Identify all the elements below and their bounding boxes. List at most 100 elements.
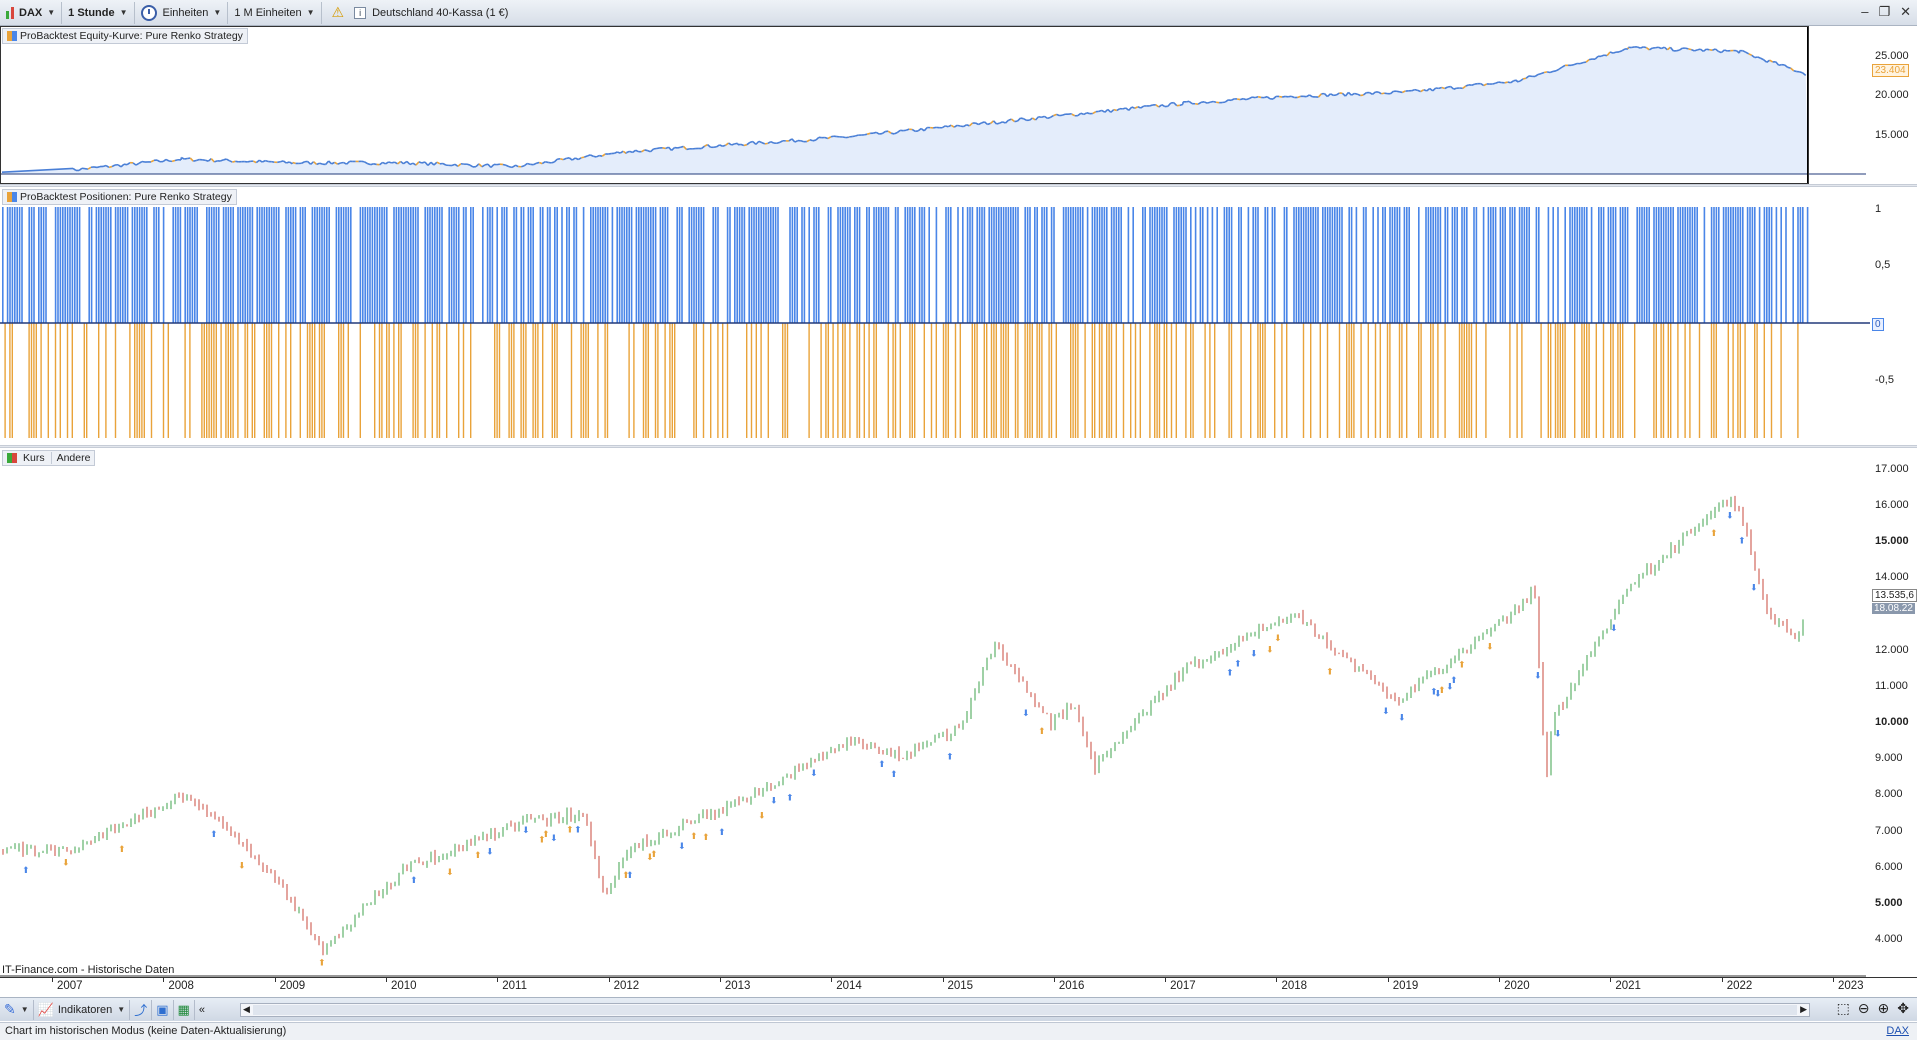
long-position-bar (1228, 207, 1230, 323)
close-icon[interactable]: ✕ (1900, 4, 1911, 19)
long-position-bar (491, 207, 494, 323)
equity-segment (105, 164, 110, 169)
zoom-area-icon[interactable]: ⬚ (1836, 1000, 1850, 1016)
minimize-icon[interactable]: – (1861, 4, 1869, 19)
short-position-bar (1583, 323, 1585, 438)
equity-segment (734, 142, 738, 145)
long-position-bar (1624, 207, 1626, 323)
long-position-bar (196, 207, 198, 323)
short-position-bar (1134, 323, 1137, 438)
long-position-bar (285, 207, 287, 323)
zoom-in-icon[interactable]: ⊕ (1877, 1000, 1890, 1016)
long-position-bar (717, 207, 719, 323)
long-position-bar (1432, 207, 1434, 323)
long-position-bar (374, 207, 376, 323)
drawing-tools-button[interactable]: ✎ ▼ (0, 999, 34, 1020)
equity-segment (1257, 95, 1262, 99)
instrument-title-text: Deutschland 40-Kassa (1 €) (372, 6, 509, 19)
scrollbar-thumb[interactable] (253, 1005, 1797, 1015)
short-position-bar (1106, 323, 1108, 438)
long-position-bar (1406, 207, 1408, 323)
price-axis-label: 9.000 (1875, 752, 1903, 765)
equity-segment (210, 158, 215, 163)
panel-separator[interactable] (0, 445, 1917, 448)
short-position-bar (227, 323, 229, 438)
instrument-selector[interactable]: DAX ▼ (0, 1, 63, 24)
equity-segment (583, 155, 588, 158)
warning-icon[interactable]: ⚠ (331, 4, 345, 20)
equity-segment (1038, 115, 1042, 119)
equity-segment (1411, 88, 1416, 92)
short-position-bar (1662, 323, 1665, 438)
tab-other[interactable]: Andere (50, 452, 90, 464)
long-position-bar (846, 207, 849, 323)
long-position-bar (503, 207, 506, 323)
trade-marker-icon: ⬇ (1382, 707, 1390, 717)
short-position-bar (1744, 323, 1746, 438)
restore-icon[interactable]: ❐ (1878, 4, 1891, 19)
equity-segment (150, 159, 155, 163)
equity-area (2, 46, 1808, 174)
short-position-bar (597, 323, 599, 438)
year-label: 2020 (1504, 980, 1530, 992)
equity-segment (701, 145, 706, 150)
equity-segment (1763, 59, 1768, 63)
equity-panel: ProBacktest Equity-Kurve: Pure Renko Str… (0, 26, 1917, 184)
long-position-bar (995, 207, 998, 323)
scroll-start-button[interactable]: « (195, 1000, 209, 1020)
info-icon[interactable]: i (354, 6, 367, 19)
long-position-bar (1590, 207, 1593, 323)
long-position-bar (1185, 207, 1187, 323)
equity-segment (1381, 92, 1385, 95)
long-position-bar (1173, 207, 1175, 323)
status-instrument-link[interactable]: DAX (1886, 1025, 1909, 1037)
long-position-bar (532, 207, 534, 323)
short-position-bar (1770, 323, 1773, 438)
equity-segment (1125, 107, 1130, 111)
long-position-bar (138, 207, 141, 323)
scroll-right-icon[interactable]: ▶ (1800, 1004, 1807, 1014)
long-position-bar (774, 207, 777, 323)
long-position-bar (1283, 207, 1286, 323)
long-position-bar (381, 207, 383, 323)
equity-segment (1751, 54, 1756, 59)
short-position-bar (784, 323, 786, 438)
equity-segment (1507, 81, 1511, 84)
long-position-bar (904, 207, 906, 323)
equity-segment (469, 164, 474, 168)
long-position-bar (1446, 207, 1449, 323)
short-position-bar (1470, 323, 1473, 438)
short-position-bar (30, 323, 33, 438)
screenshot-button[interactable]: ▣ (152, 999, 174, 1020)
indicators-button[interactable]: 📈 Indikatoren ▼ (34, 999, 131, 1020)
long-position-bar (100, 207, 102, 323)
long-position-bar (326, 207, 328, 323)
long-position-bar (364, 207, 366, 323)
timeframe-selector[interactable]: 1 Stunde ▼ (62, 1, 135, 24)
equity-segment (1645, 46, 1650, 51)
long-position-bar (1156, 207, 1158, 323)
equity-segment (1712, 48, 1716, 51)
positions-panel-label[interactable]: ProBacktest Positionen: Pure Renko Strat… (2, 189, 237, 205)
units-selector[interactable]: Einheiten ▼ (135, 1, 229, 24)
price-axis-label: 4.000 (1875, 933, 1903, 945)
excel-export-button[interactable]: ▦ (174, 999, 195, 1020)
short-position-bar (285, 323, 287, 438)
units-count-selector[interactable]: 1 M Einheiten ▼ (228, 1, 322, 24)
equity-segment (599, 154, 603, 157)
price-panel-label[interactable]: Kurs Andere (2, 450, 96, 466)
panel-separator[interactable] (0, 184, 1917, 187)
scroll-left-icon[interactable]: ◀ (243, 1004, 250, 1014)
equity-segment (120, 163, 125, 168)
equity-segment (1309, 94, 1313, 98)
short-position-bar (28, 323, 30, 438)
horizontal-scrollbar[interactable]: ◀ ▶ (240, 1003, 1810, 1017)
zoom-out-icon[interactable]: ⊖ (1857, 1000, 1870, 1016)
price-chart: ⬆⬇⬆⬆⬇⬆⬆⬇⬆ ⬇⬇⬆⬆ ⬇⬆ ⬆⬆⬆⬇⬆⬇⬆ ⬆ ⬆⬇⬇ ⬆⬇⬆⬆⬆⬇⬆⬆⬆⬇ ⬇⬇⬆⬇… (0, 495, 1866, 977)
long-position-bar (858, 207, 861, 323)
move-icon[interactable]: ✥ (1897, 1000, 1909, 1016)
short-position-bar (1739, 323, 1741, 438)
long-position-bar (1074, 207, 1077, 323)
equity-panel-label[interactable]: ProBacktest Equity-Kurve: Pure Renko Str… (2, 28, 248, 44)
share-button[interactable]: ⤴ (130, 999, 153, 1020)
